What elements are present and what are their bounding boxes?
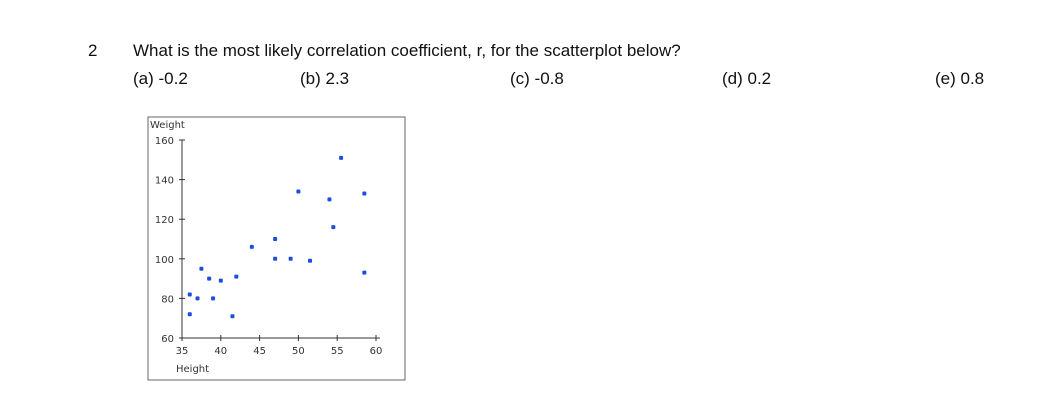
y-tick-label: 160 xyxy=(155,136,174,147)
x-tick-label: 60 xyxy=(370,346,383,357)
point xyxy=(331,225,336,230)
y-tick-label: 100 xyxy=(155,255,174,266)
option: (b) 2.3 xyxy=(300,69,349,88)
question-number: 2 xyxy=(88,41,97,60)
point xyxy=(308,258,313,263)
option: (a) -0.2 xyxy=(133,69,188,88)
x-tick-label: 50 xyxy=(292,346,305,357)
question-text: What is the most likely correlation coef… xyxy=(133,41,681,60)
point xyxy=(211,296,216,301)
y-axis-title: Weight xyxy=(150,120,185,131)
point xyxy=(218,278,223,283)
point xyxy=(234,274,239,279)
point xyxy=(207,276,212,281)
point xyxy=(362,270,367,275)
point xyxy=(273,237,278,241)
y-tick-label: 60 xyxy=(161,334,174,345)
point xyxy=(187,292,192,297)
x-tick-label: 45 xyxy=(253,346,266,357)
option: (c) -0.8 xyxy=(510,69,564,88)
x-tick-label: 40 xyxy=(214,346,227,357)
point xyxy=(249,244,254,249)
x-axis-title: Height xyxy=(176,364,209,375)
point xyxy=(230,314,235,319)
point xyxy=(273,256,278,261)
x-tick-label: 35 xyxy=(176,346,189,357)
point xyxy=(195,296,200,301)
point xyxy=(296,189,301,194)
point xyxy=(187,312,192,317)
x-tick-label: 55 xyxy=(331,346,344,357)
option: (e) 0.8 xyxy=(935,69,984,88)
point xyxy=(199,266,204,271)
point xyxy=(327,197,332,202)
point xyxy=(362,191,367,196)
y-tick-label: 80 xyxy=(161,294,174,305)
y-tick-label: 120 xyxy=(155,215,174,226)
point xyxy=(339,155,344,160)
point xyxy=(288,256,293,261)
chart-frame xyxy=(147,116,406,381)
y-tick-label: 140 xyxy=(155,176,174,187)
option: (d) 0.2 xyxy=(722,69,771,88)
